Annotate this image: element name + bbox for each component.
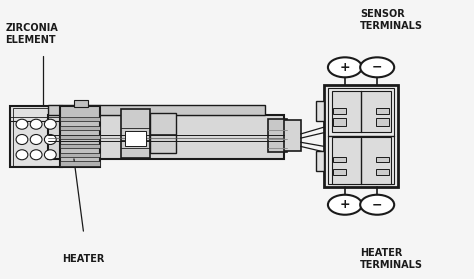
Text: HEATER: HEATER [62, 254, 105, 264]
Ellipse shape [16, 119, 28, 129]
Bar [60, 162, 100, 166]
Text: HEATER
TERMINALS: HEATER TERMINALS [360, 248, 423, 270]
Text: ZIRCONIA
ELEMENT: ZIRCONIA ELEMENT [5, 23, 58, 45]
Circle shape [360, 57, 394, 77]
Bar [333, 169, 346, 175]
Bar [333, 118, 346, 126]
Circle shape [360, 195, 394, 215]
Text: +: + [340, 61, 350, 74]
Bar [74, 100, 88, 107]
Bar [60, 144, 100, 148]
Text: −: − [372, 198, 383, 211]
Bar [376, 118, 389, 126]
Bar [331, 92, 391, 132]
Bar [328, 88, 394, 184]
Bar [121, 109, 150, 158]
Ellipse shape [45, 119, 56, 129]
Bar [48, 105, 265, 114]
Ellipse shape [30, 134, 42, 145]
Ellipse shape [45, 150, 56, 160]
Bar [333, 108, 346, 114]
Text: +: + [340, 198, 350, 211]
Bar [60, 153, 100, 157]
Bar [268, 119, 287, 152]
Circle shape [328, 195, 362, 215]
Bar [60, 117, 100, 121]
Bar [60, 106, 100, 167]
Bar [10, 106, 62, 167]
Ellipse shape [16, 150, 28, 160]
Ellipse shape [30, 150, 42, 160]
Bar [60, 135, 100, 139]
Ellipse shape [45, 134, 56, 145]
Bar [316, 101, 324, 121]
Bar [60, 126, 100, 130]
Circle shape [328, 57, 362, 77]
Bar [12, 108, 60, 166]
Bar [376, 108, 389, 114]
Bar [376, 157, 389, 162]
Ellipse shape [16, 134, 28, 145]
Text: SENSOR
TERMINALS: SENSOR TERMINALS [360, 9, 423, 31]
Bar [324, 85, 398, 187]
Bar [48, 114, 284, 159]
Text: −: − [372, 61, 383, 74]
Bar [150, 113, 175, 153]
Bar [333, 157, 346, 162]
Bar [376, 169, 389, 175]
Bar [331, 137, 391, 184]
Ellipse shape [30, 119, 42, 129]
Bar [284, 120, 301, 151]
Bar [316, 151, 324, 171]
Bar [125, 131, 146, 146]
